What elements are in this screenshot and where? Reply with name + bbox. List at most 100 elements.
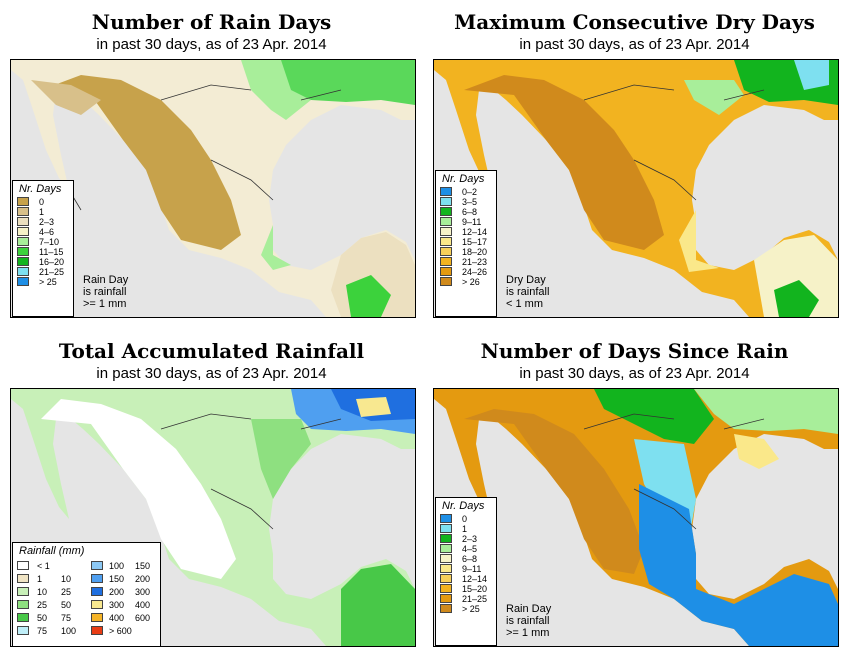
panel-title: Number of Rain Days — [91, 10, 332, 34]
legend-label: > 26 — [462, 277, 480, 287]
definition-note: Rain Day is rainfall >= 1 mm — [83, 274, 128, 310]
dry-region-core — [41, 75, 241, 250]
rain-region-north-light — [241, 60, 311, 120]
map-canvas — [11, 60, 415, 317]
recent-rain-ne — [694, 389, 838, 434]
legend-swatch — [17, 587, 29, 596]
legend-swatch — [17, 217, 29, 226]
legend-label: 11–15 — [39, 247, 64, 257]
legend-label-high: 300 — [135, 587, 151, 597]
legend-label: 21–25 — [462, 594, 488, 604]
legend-label-high: 600 — [135, 613, 151, 623]
legend-label: 21–25 — [39, 267, 65, 277]
panel-subtitle: in past 30 days, as of 23 Apr. 2014 — [96, 36, 327, 53]
legend-grid: < 1 1 10 10 25 25 50 50 75 75 100 100 150 150 2… — [13, 559, 160, 639]
definition-note: Dry Day is rainfall < 1 mm — [506, 274, 549, 310]
legend-label: 1 — [39, 207, 45, 217]
panel-subtitle: in past 30 days, as of 23 Apr. 2014 — [519, 36, 750, 53]
legend-label-low: > 600 — [109, 626, 132, 636]
legend-swatch — [440, 574, 452, 583]
panel-subtitle: in past 30 days, as of 23 Apr. 2014 — [519, 365, 750, 382]
legend-label: 2–3 — [462, 534, 478, 544]
legend-swatch — [91, 561, 103, 570]
rain-region-south — [346, 275, 391, 317]
legend-swatch — [17, 561, 29, 570]
legend-swatch — [440, 267, 452, 276]
moderate-rain-texas — [251, 419, 311, 499]
legend-swatch — [440, 604, 452, 613]
note-line: is rainfall — [506, 615, 550, 627]
panel-subtitle: in past 30 days, as of 23 Apr. 2014 — [96, 365, 327, 382]
long-since-rain-core — [464, 409, 644, 574]
legend-label-high: 25 — [61, 587, 72, 597]
legend-label-low: < 1 — [37, 561, 50, 571]
legend-label: 21–23 — [462, 257, 488, 267]
legend-label-high: 150 — [135, 561, 151, 571]
legend-label-low: 75 — [37, 626, 48, 636]
legend-label: 9–11 — [462, 564, 482, 574]
legend-label: 18–20 — [462, 247, 488, 257]
map-canvas — [434, 389, 838, 646]
legend-swatch — [91, 574, 103, 583]
legend-swatch — [440, 564, 452, 573]
region-yucatan — [754, 235, 838, 317]
legend-swatch — [17, 277, 29, 286]
legend-label-low: 1 — [37, 574, 43, 584]
legend-swatch — [17, 267, 29, 276]
borders — [583, 84, 765, 201]
legend-swatch — [440, 257, 452, 266]
legend: Nr. Days 0 1 2–3 4–5 6–8 9–11 12–14 15–2… — [435, 497, 497, 646]
legend-swatch — [440, 554, 452, 563]
legend-label: 24–26 — [462, 267, 488, 277]
legend-swatch — [440, 584, 452, 593]
region-veracruz — [679, 210, 719, 272]
legend-label-low: 10 — [37, 587, 48, 597]
note-line: is rainfall — [83, 286, 127, 298]
panel-rain-days: Number of Rain Days in past 30 days, as … — [0, 0, 423, 329]
region-gulf-coast — [734, 434, 779, 469]
legend-swatch — [440, 197, 452, 206]
legend-label: 3–5 — [462, 197, 478, 207]
legend-swatch — [17, 626, 29, 635]
legend-swatch — [17, 207, 29, 216]
map-max-dry-days: Nr. Days 0–2 3–5 6–8 9–11 12–14 15–17 18… — [433, 59, 839, 318]
legend-title: Nr. Days — [442, 173, 485, 185]
legend-swatch — [440, 247, 452, 256]
legend-label: 4–6 — [39, 227, 55, 237]
legend-swatch — [91, 626, 103, 635]
panel-title: Number of Days Since Rain — [480, 339, 789, 363]
legend-swatch — [91, 587, 103, 596]
panel-title: Total Accumulated Rainfall — [58, 339, 365, 363]
map-days-since-rain: Nr. Days 0 1 2–3 4–5 6–8 9–11 12–14 15–2… — [433, 388, 839, 647]
legend-label-high: 100 — [61, 626, 77, 636]
legend-swatch — [440, 544, 452, 553]
legend-swatch — [17, 600, 29, 609]
legend-swatch — [440, 217, 452, 226]
definition-note: Rain Day is rainfall >= 1 mm — [506, 603, 551, 639]
borders — [583, 413, 765, 530]
legend-swatch — [17, 257, 29, 266]
map-rain-days: Nr. Days 0 1 2–3 4–6 7–10 11–15 16–20 21… — [10, 59, 416, 318]
legend-label-low: 50 — [37, 613, 48, 623]
legend-label-low: 25 — [37, 600, 48, 610]
legend-swatch — [440, 524, 452, 533]
borders — [68, 84, 342, 211]
map-total-rainfall: Rainfall (mm) < 1 1 10 10 25 25 50 50 75 75 1… — [10, 388, 416, 647]
legend-label: 6–8 — [462, 207, 478, 217]
legend-swatch — [17, 574, 29, 583]
legend-label-high: 400 — [135, 600, 151, 610]
legend-label: 16–20 — [39, 257, 65, 267]
long-dry-core — [464, 75, 664, 250]
legend-swatch — [17, 227, 29, 236]
legend-label-high: 75 — [61, 613, 72, 623]
legend: Nr. Days 0–2 3–5 6–8 9–11 12–14 15–17 18… — [435, 170, 497, 317]
legend-label: 9–11 — [462, 217, 482, 227]
note-line: >= 1 mm — [83, 298, 127, 310]
legend-label-low: 300 — [109, 600, 125, 610]
legend: Rainfall (mm) < 1 1 10 10 25 25 50 50 75 75 1… — [12, 542, 161, 646]
legend-label-low: 150 — [109, 574, 125, 584]
panel-total-rainfall: Total Accumulated Rainfall in past 30 da… — [0, 329, 423, 658]
legend-label: > 25 — [39, 277, 57, 287]
legend-swatch — [440, 207, 452, 216]
legend-label: 1 — [462, 524, 468, 534]
